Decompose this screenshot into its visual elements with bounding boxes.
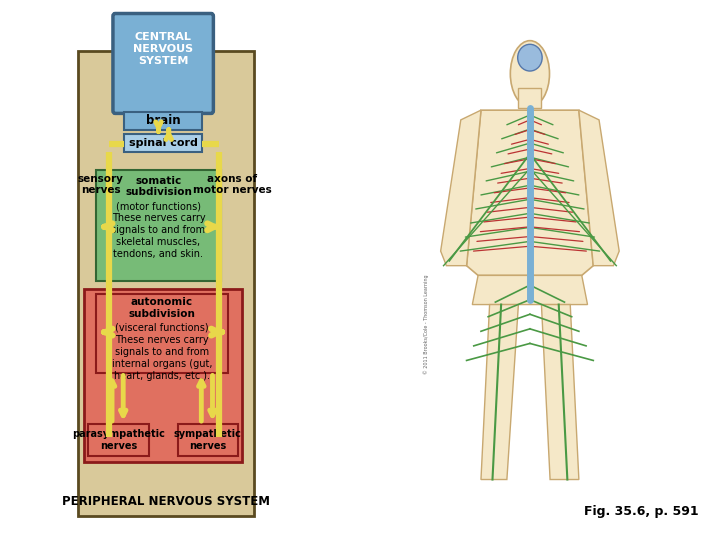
FancyBboxPatch shape bbox=[96, 294, 228, 373]
Text: autonomic
subdivision: autonomic subdivision bbox=[129, 297, 196, 319]
Text: CENTRAL
NERVOUS
SYSTEM: CENTRAL NERVOUS SYSTEM bbox=[133, 32, 194, 66]
FancyBboxPatch shape bbox=[124, 112, 202, 130]
Polygon shape bbox=[541, 305, 579, 480]
Text: sensory
nerves: sensory nerves bbox=[78, 174, 124, 195]
FancyBboxPatch shape bbox=[518, 88, 541, 108]
Text: somatic
subdivision: somatic subdivision bbox=[125, 176, 192, 197]
Polygon shape bbox=[481, 305, 518, 480]
Ellipse shape bbox=[518, 44, 542, 71]
Polygon shape bbox=[467, 110, 593, 275]
Circle shape bbox=[510, 40, 549, 107]
FancyBboxPatch shape bbox=[124, 134, 202, 152]
FancyBboxPatch shape bbox=[96, 170, 221, 281]
Text: sympathetic
nerves: sympathetic nerves bbox=[174, 429, 242, 451]
Text: (visceral functions)
These nerves carry
signals to and from
internal organs (gut: (visceral functions) These nerves carry … bbox=[112, 323, 212, 381]
Text: Fig. 35.6, p. 591: Fig. 35.6, p. 591 bbox=[584, 505, 698, 518]
Text: parasympathetic
nerves: parasympathetic nerves bbox=[72, 429, 165, 451]
FancyBboxPatch shape bbox=[78, 51, 254, 516]
Polygon shape bbox=[579, 110, 619, 266]
FancyBboxPatch shape bbox=[89, 424, 148, 456]
Text: PERIPHERAL NERVOUS SYSTEM: PERIPHERAL NERVOUS SYSTEM bbox=[63, 495, 270, 508]
FancyBboxPatch shape bbox=[178, 424, 238, 456]
Text: (motor functions)
These nerves carry
signals to and from
skeletal muscles,
tendo: (motor functions) These nerves carry sig… bbox=[112, 201, 205, 259]
FancyBboxPatch shape bbox=[113, 14, 213, 113]
Text: © 2011 Brooks/Cole - Thomson Learning: © 2011 Brooks/Cole - Thomson Learning bbox=[423, 274, 429, 374]
Polygon shape bbox=[472, 275, 588, 305]
Text: axons of
motor nerves: axons of motor nerves bbox=[193, 174, 271, 195]
Text: brain: brain bbox=[146, 114, 181, 127]
Text: spinal cord: spinal cord bbox=[129, 138, 197, 149]
FancyBboxPatch shape bbox=[84, 289, 243, 462]
Polygon shape bbox=[441, 110, 481, 266]
